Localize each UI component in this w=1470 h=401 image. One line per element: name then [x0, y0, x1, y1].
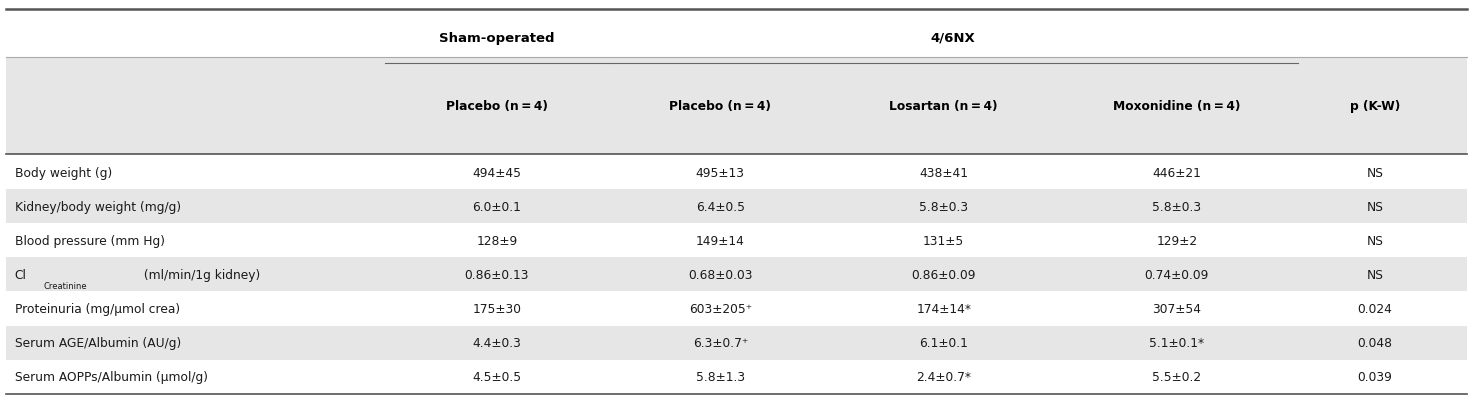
Text: 0.048: 0.048	[1358, 336, 1392, 349]
Text: (ml/min/1g kidney): (ml/min/1g kidney)	[140, 268, 260, 281]
Text: 131±5: 131±5	[923, 234, 964, 247]
Text: 6.1±0.1: 6.1±0.1	[919, 336, 969, 349]
Text: 149±14: 149±14	[695, 234, 745, 247]
Text: 6.3±0.7⁺: 6.3±0.7⁺	[692, 336, 748, 349]
Text: 446±21: 446±21	[1152, 166, 1201, 179]
Text: 603±205⁺: 603±205⁺	[689, 302, 751, 315]
Text: 5.8±1.3: 5.8±1.3	[695, 370, 745, 383]
Text: NS: NS	[1367, 200, 1383, 213]
Text: NS: NS	[1367, 234, 1383, 247]
Text: 0.74±0.09: 0.74±0.09	[1145, 268, 1208, 281]
Text: 5.1±0.1*: 5.1±0.1*	[1150, 336, 1204, 349]
Text: 175±30: 175±30	[472, 302, 522, 315]
Bar	[6, 258, 1467, 292]
Text: p (K-W): p (K-W)	[1349, 100, 1401, 113]
Text: NS: NS	[1367, 166, 1383, 179]
Text: 6.0±0.1: 6.0±0.1	[472, 200, 522, 213]
Text: 438±41: 438±41	[919, 166, 969, 179]
Text: Placebo (n = 4): Placebo (n = 4)	[669, 100, 772, 113]
Text: 0.024: 0.024	[1358, 302, 1392, 315]
Text: Sham-operated: Sham-operated	[440, 32, 554, 45]
Text: Cl: Cl	[15, 268, 26, 281]
Text: 4.5±0.5: 4.5±0.5	[472, 370, 522, 383]
Text: 174±14*: 174±14*	[916, 302, 972, 315]
Text: 494±45: 494±45	[472, 166, 522, 179]
Text: Blood pressure (mm Hg): Blood pressure (mm Hg)	[15, 234, 165, 247]
Bar	[6, 190, 1467, 224]
Text: 5.8±0.3: 5.8±0.3	[1152, 200, 1201, 213]
Text: Losartan (n = 4): Losartan (n = 4)	[889, 100, 998, 113]
Text: Body weight (g): Body weight (g)	[15, 166, 112, 179]
Text: 307±54: 307±54	[1152, 302, 1201, 315]
Text: Kidney/body weight (mg/g): Kidney/body weight (mg/g)	[15, 200, 181, 213]
Text: 5.8±0.3: 5.8±0.3	[919, 200, 969, 213]
Bar	[6, 326, 1467, 360]
Text: 0.86±0.09: 0.86±0.09	[911, 268, 976, 281]
Text: Serum AGE/Albumin (AU/g): Serum AGE/Albumin (AU/g)	[15, 336, 181, 349]
Text: Moxonidine (n = 4): Moxonidine (n = 4)	[1113, 100, 1241, 113]
Text: Proteinuria (mg/μmol crea): Proteinuria (mg/μmol crea)	[15, 302, 179, 315]
Text: 495±13: 495±13	[695, 166, 745, 179]
Text: 0.039: 0.039	[1358, 370, 1392, 383]
Text: 4.4±0.3: 4.4±0.3	[472, 336, 522, 349]
Text: Serum AOPPs/Albumin (μmol/g): Serum AOPPs/Albumin (μmol/g)	[15, 370, 207, 383]
Text: Placebo (n = 4): Placebo (n = 4)	[445, 100, 548, 113]
Text: 0.86±0.13: 0.86±0.13	[465, 268, 529, 281]
Text: 6.4±0.5: 6.4±0.5	[695, 200, 745, 213]
Text: 128±9: 128±9	[476, 234, 517, 247]
Text: 2.4±0.7*: 2.4±0.7*	[916, 370, 972, 383]
Bar	[6, 58, 1467, 154]
Text: 4/6NX: 4/6NX	[931, 32, 976, 45]
Text: NS: NS	[1367, 268, 1383, 281]
Text: Creatinine: Creatinine	[44, 282, 87, 290]
Text: 5.5±0.2: 5.5±0.2	[1152, 370, 1201, 383]
Text: 0.68±0.03: 0.68±0.03	[688, 268, 753, 281]
Text: 129±2: 129±2	[1157, 234, 1197, 247]
